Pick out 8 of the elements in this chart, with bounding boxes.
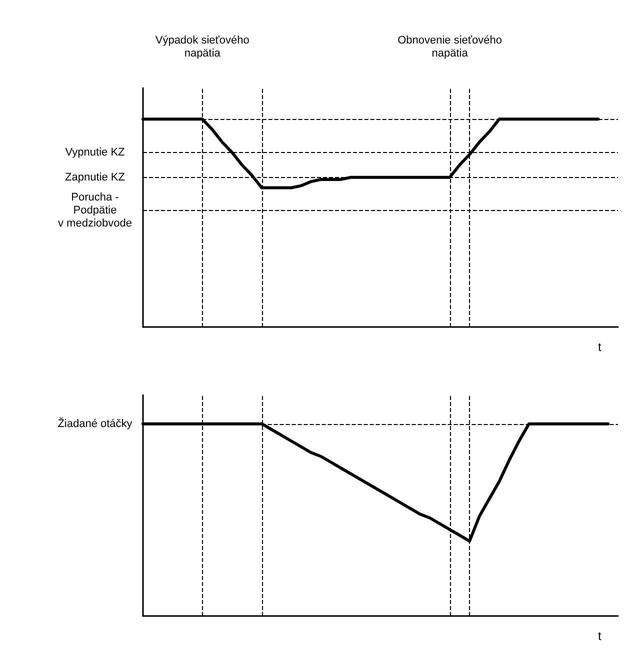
text: Žiadané otáčky — [58, 416, 133, 430]
x-axis-title: t — [598, 340, 602, 354]
x-axis-title: t — [598, 629, 602, 643]
text: Obnovenie sieťového napätia — [398, 34, 502, 60]
ref-line-label: Vypnutie KZ — [65, 146, 126, 158]
ref-line-label: Porucha - Podpätie v medziobvode — [58, 192, 132, 230]
text: Výpadok sieťového napätia — [155, 34, 250, 60]
ref-line-label: Zapnutie KZ — [65, 171, 126, 184]
